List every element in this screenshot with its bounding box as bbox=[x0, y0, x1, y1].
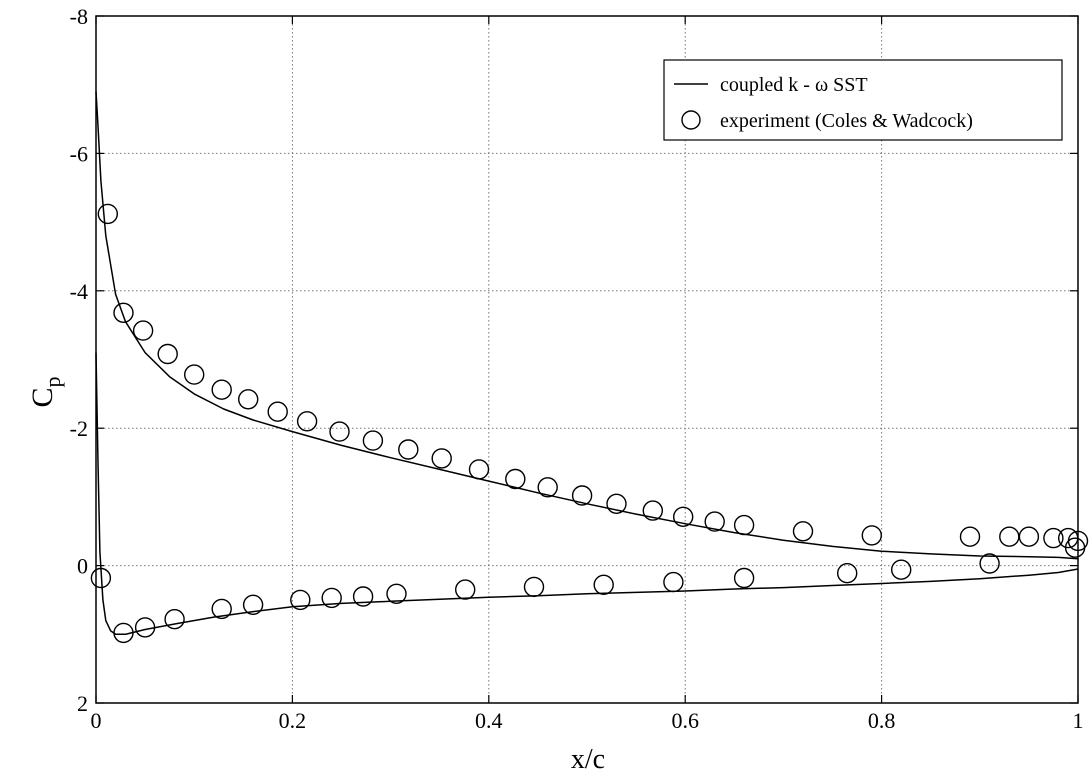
experiment-point bbox=[267, 401, 288, 422]
experiment-point bbox=[134, 617, 156, 638]
experiment-point bbox=[733, 514, 755, 536]
y-axis-title: Cp bbox=[26, 376, 65, 407]
legend-box bbox=[663, 59, 1063, 141]
legend-label-line: coupled k - ω SST bbox=[720, 74, 868, 96]
experiment-point bbox=[861, 525, 882, 546]
experiment-point bbox=[211, 598, 232, 620]
y-tick-label: 0 bbox=[77, 554, 88, 579]
experiment-point bbox=[959, 526, 981, 547]
tick-labels: 0 0.2 0.4 0.6 0.8 1-8-6-4-202 bbox=[70, 4, 1084, 733]
y-tick-label: -8 bbox=[70, 4, 88, 29]
experiment-point bbox=[537, 477, 558, 498]
experiment-point bbox=[606, 493, 627, 514]
x-tick-label: 0.2 bbox=[279, 708, 307, 733]
experiment-point bbox=[642, 500, 663, 521]
cfd-line-lower-surface bbox=[95, 352, 1079, 636]
experiment-point bbox=[329, 421, 350, 442]
experiment-point bbox=[891, 559, 912, 580]
y-axis-title-sub: p bbox=[40, 376, 65, 387]
experiment-point bbox=[237, 389, 259, 410]
experiment-point bbox=[321, 587, 342, 609]
legend-label-circles: experiment (Coles & Wadcock) bbox=[720, 110, 973, 132]
experiment-point bbox=[97, 203, 119, 225]
experiment-point bbox=[242, 594, 264, 615]
legend-circle-swatch bbox=[681, 110, 701, 130]
experiment-point bbox=[837, 563, 858, 584]
experiment-point bbox=[290, 589, 311, 611]
experiment-point bbox=[157, 343, 178, 365]
experiment-point bbox=[571, 485, 593, 506]
experiment-point bbox=[455, 579, 476, 600]
experiment-point bbox=[593, 574, 614, 595]
experiment-point bbox=[704, 511, 725, 532]
y-tick-label: 2 bbox=[77, 691, 88, 716]
experiment-point bbox=[90, 567, 112, 589]
experiment-point bbox=[386, 583, 407, 604]
experiment-point bbox=[352, 586, 374, 607]
y-tick-label: -6 bbox=[70, 141, 88, 166]
experiment-point bbox=[1018, 526, 1040, 547]
experiment-point bbox=[733, 567, 755, 589]
grid-lines bbox=[96, 16, 1078, 703]
experiment-point bbox=[362, 430, 384, 451]
plot-frame bbox=[95, 15, 1079, 704]
experiment-point bbox=[999, 526, 1020, 547]
y-tick-label: -4 bbox=[70, 279, 88, 304]
experiment-point bbox=[211, 379, 232, 400]
cfd-line-upper-surface bbox=[95, 91, 1079, 560]
x-tick-label: 1 bbox=[1073, 708, 1084, 733]
experiment-point bbox=[673, 506, 694, 527]
experiment-point bbox=[398, 439, 419, 460]
experiment-point bbox=[132, 320, 154, 341]
x-axis-title: x/c bbox=[571, 744, 605, 774]
x-tick-label: 0.6 bbox=[671, 708, 699, 733]
experiment-point bbox=[296, 411, 318, 432]
experiment-point bbox=[979, 553, 1000, 574]
x-tick-label: 0.4 bbox=[475, 708, 503, 733]
experiment-point bbox=[1043, 527, 1064, 549]
experiment-point bbox=[523, 576, 545, 598]
experiment-point bbox=[113, 302, 134, 323]
experiment-point bbox=[431, 448, 452, 469]
experiment-point bbox=[663, 571, 684, 593]
y-tick-label: -2 bbox=[70, 416, 88, 441]
experiment-point bbox=[164, 609, 185, 630]
x-tick-label: 0 bbox=[91, 708, 102, 733]
legend: coupled k - ω SST experiment (Coles & Wa… bbox=[663, 59, 1063, 141]
experiment-point bbox=[468, 459, 490, 480]
experiment-point bbox=[113, 622, 134, 644]
y-axis-title-main: C bbox=[26, 387, 59, 407]
x-tick-label: 0.8 bbox=[868, 708, 896, 733]
series-layer bbox=[90, 91, 1089, 644]
experiment-point bbox=[183, 364, 205, 385]
experiment-point bbox=[792, 521, 814, 542]
experiment-point bbox=[505, 468, 526, 490]
